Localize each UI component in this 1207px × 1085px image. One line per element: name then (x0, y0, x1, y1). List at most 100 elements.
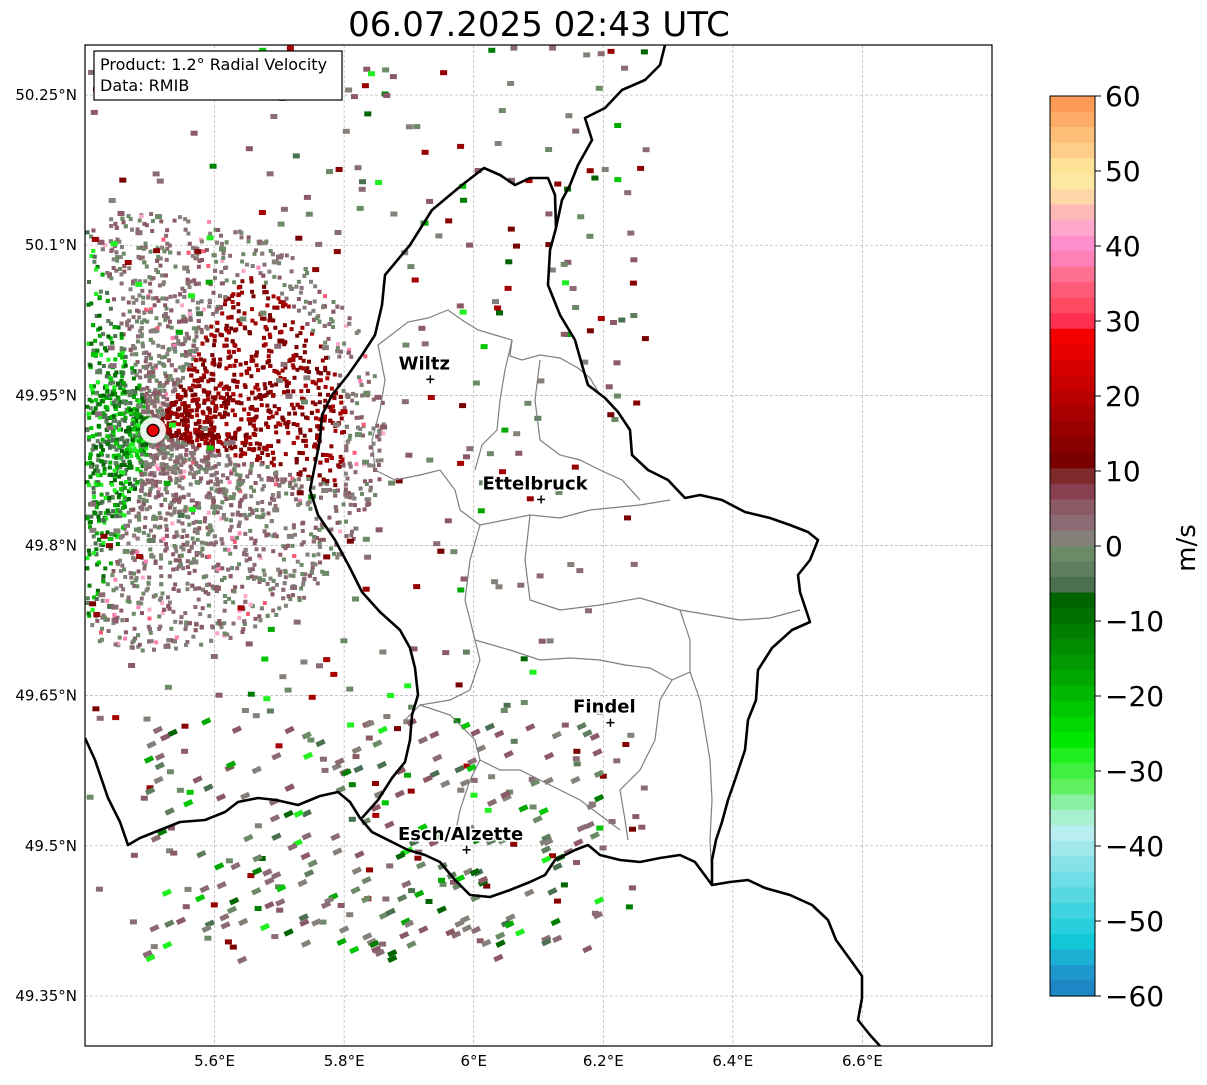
colorbar-swatch (1050, 158, 1095, 175)
colorbar-swatch (1050, 468, 1095, 485)
info-product-text: Product: 1.2° Radial Velocity (100, 55, 327, 74)
colorbar-swatch (1050, 918, 1095, 935)
colorbar-swatch (1050, 251, 1095, 268)
colorbar-swatch (1050, 856, 1095, 873)
lat-tick-label: 50.1°N (25, 236, 77, 254)
city-label: Wiltz (399, 353, 450, 374)
colorbar-tick-label: 10 (1105, 455, 1141, 488)
colorbar-swatch (1050, 483, 1095, 501)
colorbar-swatch (1050, 902, 1095, 920)
colorbar-swatch (1050, 670, 1095, 687)
national-borders (85, 45, 881, 1046)
colorbar-tick-label: −40 (1105, 830, 1164, 863)
colorbar-tick-label: −50 (1105, 905, 1164, 938)
colorbar-swatch (1050, 980, 1095, 997)
lat-tick-label: 49.95°N (15, 386, 77, 404)
colorbar-swatch (1050, 716, 1095, 733)
colorbar-swatch (1050, 654, 1095, 671)
colorbar-swatch (1050, 344, 1095, 361)
lon-tick-label: 6°E (460, 1052, 487, 1070)
city-labels: Wiltz Ettelbruck Findel Esch/Alzette (396, 352, 637, 854)
lon-tick-label: 5.6°E (194, 1052, 235, 1070)
colorbar-swatch (1050, 142, 1095, 159)
colorbar-tick-label: 0 (1105, 530, 1123, 563)
colorbar-swatch (1050, 375, 1095, 392)
colorbar-swatch (1050, 204, 1095, 221)
colorbar-tick-label: 60 (1105, 80, 1141, 113)
map-frame (84, 44, 993, 1047)
city-label: Findel (573, 697, 636, 718)
colorbar-swatch (1050, 499, 1095, 516)
colorbar-swatch (1050, 809, 1095, 826)
colorbar-swatch (1050, 328, 1095, 345)
colorbar-swatch (1050, 235, 1095, 252)
colorbar-swatch (1050, 577, 1095, 594)
colorbar-tick-label: −30 (1105, 755, 1164, 788)
colorbar-swatch (1050, 840, 1095, 857)
colorbar-swatch (1050, 173, 1095, 190)
colorbar-swatch (1050, 701, 1095, 718)
colorbar-swatch (1050, 359, 1095, 376)
colorbar-tick-label: 40 (1105, 230, 1141, 263)
colorbar-swatch (1050, 437, 1095, 454)
lat-tick-label: 49.5°N (25, 837, 77, 855)
colorbar-tick-label: −10 (1105, 605, 1164, 638)
colorbar-swatch (1050, 530, 1095, 547)
colorbar-swatch (1050, 639, 1095, 656)
colorbar-swatch (1050, 390, 1095, 407)
city-label: Ettelbruck (483, 473, 589, 494)
colorbar-swatch (1050, 732, 1095, 749)
colorbar-swatch (1050, 561, 1095, 578)
figure-title: 06.07.2025 02:43 UTC (348, 5, 730, 45)
colorbar-swatch (1050, 871, 1095, 888)
info-box: Product: 1.2° Radial Velocity Data: RMIB (93, 50, 343, 101)
colorbar-swatch (1050, 452, 1095, 470)
lon-tick-label: 6.4°E (712, 1052, 753, 1070)
colorbar-swatch (1050, 964, 1095, 982)
colorbar-swatch (1050, 623, 1095, 640)
colorbar-swatch (1050, 685, 1095, 702)
colorbar-swatch (1050, 763, 1095, 780)
lat-tick-label: 49.8°N (25, 537, 77, 555)
lon-tick-label: 5.8°E (324, 1052, 365, 1070)
info-data-text: Data: RMIB (100, 76, 189, 95)
colorbar-swatch (1050, 127, 1095, 144)
colorbar-swatch (1050, 220, 1095, 237)
colorbar-tick-label: 30 (1105, 305, 1141, 338)
colorbar-swatch (1050, 592, 1095, 609)
colorbar-tick-label: 20 (1105, 380, 1141, 413)
colorbar-swatch (1050, 189, 1095, 206)
colorbar: 60 50 40 30 20 10 0 −10 −20 −30 −40 −50 −60 (1049, 80, 1164, 1013)
colorbar-label: m/s (1172, 524, 1202, 572)
colorbar-swatch (1050, 825, 1095, 842)
colorbar-swatch (1050, 282, 1095, 299)
colorbar-tick-label: −20 (1105, 680, 1164, 713)
lon-tick-label: 6.6°E (842, 1052, 883, 1070)
colorbar-swatch (1050, 313, 1095, 330)
canton-boundaries (371, 309, 801, 881)
lat-tick-label: 49.65°N (15, 687, 77, 705)
colorbar-swatch (1050, 747, 1095, 764)
colorbar-swatch (1050, 778, 1095, 795)
map-content: Wiltz Ettelbruck Findel Esch/Alzette (85, 45, 881, 1046)
colorbar-swatch (1050, 608, 1095, 625)
colorbar-tick-label: 50 (1105, 155, 1141, 188)
axis-ticks: 50.25°N 50.1°N 49.95°N 49.8°N 49.65°N 49.5°N 4… (15, 86, 883, 1070)
colorbar-swatch (1050, 297, 1095, 314)
colorbar-swatch (1050, 111, 1095, 128)
colorbar-swatch (1050, 949, 1095, 966)
radar-site-dot (146, 423, 160, 437)
colorbar-swatch (1050, 794, 1095, 811)
lat-tick-label: 50.25°N (15, 86, 77, 104)
colorbar-tick-label: −60 (1105, 980, 1164, 1013)
colorbar-swatch (1050, 406, 1095, 423)
colorbar-swatch (1050, 546, 1095, 563)
lon-tick-label: 6.2°E (583, 1052, 624, 1070)
colorbar-swatch (1050, 933, 1095, 951)
colorbar-swatch (1050, 421, 1095, 438)
colorbar-swatch (1050, 266, 1095, 283)
radar-site-marker (140, 417, 167, 444)
colorbar-swatch (1050, 96, 1095, 113)
